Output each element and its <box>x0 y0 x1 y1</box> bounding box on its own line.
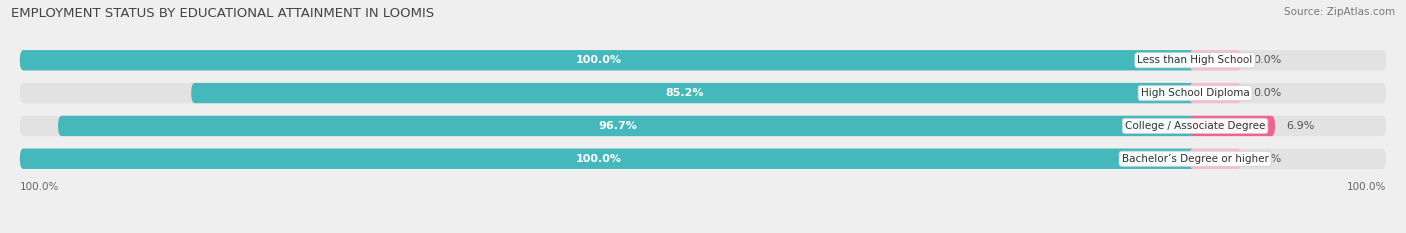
Text: College / Associate Degree: College / Associate Degree <box>1125 121 1265 131</box>
Text: 85.2%: 85.2% <box>665 88 704 98</box>
Text: 6.9%: 6.9% <box>1286 121 1315 131</box>
FancyBboxPatch shape <box>1189 83 1241 103</box>
FancyBboxPatch shape <box>1189 50 1241 70</box>
Text: 0.0%: 0.0% <box>1253 154 1281 164</box>
Text: 0.0%: 0.0% <box>1253 88 1281 98</box>
Legend: In Labor Force, Unemployed: In Labor Force, Unemployed <box>434 232 640 233</box>
Text: 100.0%: 100.0% <box>576 55 621 65</box>
Text: 0.0%: 0.0% <box>1253 55 1281 65</box>
Text: High School Diploma: High School Diploma <box>1140 88 1250 98</box>
Text: EMPLOYMENT STATUS BY EDUCATIONAL ATTAINMENT IN LOOMIS: EMPLOYMENT STATUS BY EDUCATIONAL ATTAINM… <box>11 7 434 20</box>
Text: Less than High School: Less than High School <box>1137 55 1253 65</box>
Text: Bachelor’s Degree or higher: Bachelor’s Degree or higher <box>1122 154 1268 164</box>
FancyBboxPatch shape <box>1189 149 1241 169</box>
FancyBboxPatch shape <box>20 83 1386 103</box>
Text: 100.0%: 100.0% <box>1347 182 1386 192</box>
FancyBboxPatch shape <box>20 116 1386 136</box>
FancyBboxPatch shape <box>20 149 1195 169</box>
FancyBboxPatch shape <box>191 83 1195 103</box>
Text: 100.0%: 100.0% <box>20 182 59 192</box>
FancyBboxPatch shape <box>20 149 1386 169</box>
Text: Source: ZipAtlas.com: Source: ZipAtlas.com <box>1284 7 1395 17</box>
Text: 100.0%: 100.0% <box>576 154 621 164</box>
Text: 96.7%: 96.7% <box>599 121 637 131</box>
FancyBboxPatch shape <box>20 50 1195 70</box>
FancyBboxPatch shape <box>20 50 1386 70</box>
FancyBboxPatch shape <box>58 116 1195 136</box>
FancyBboxPatch shape <box>1189 116 1275 136</box>
